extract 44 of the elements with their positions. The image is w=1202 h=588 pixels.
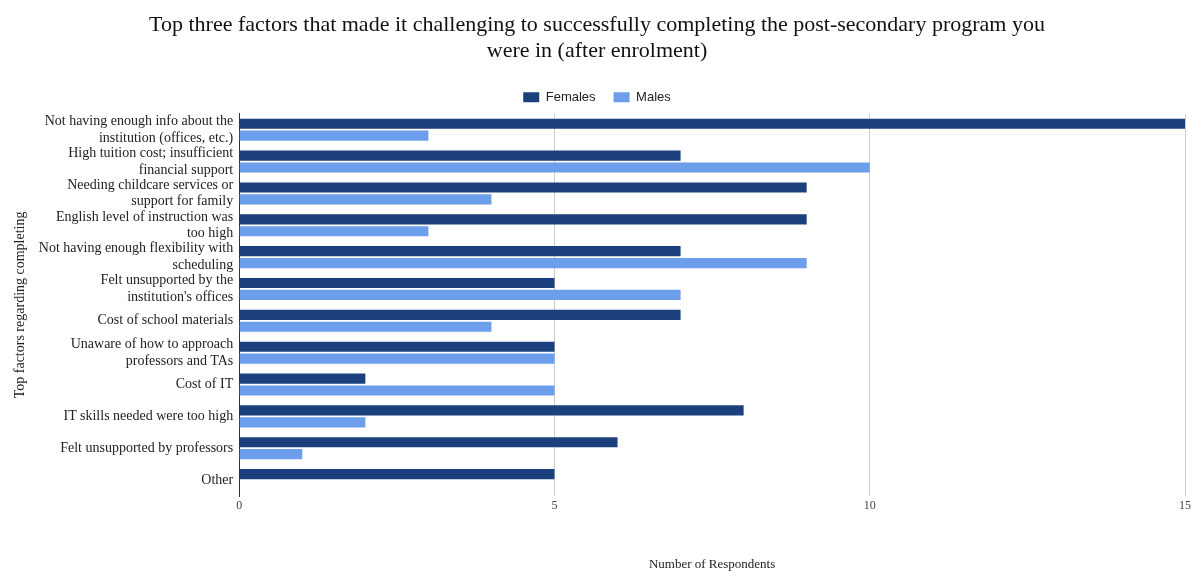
bar <box>239 449 303 460</box>
bar <box>239 194 492 205</box>
x-tick-label: 15 <box>1179 498 1191 513</box>
bar <box>239 341 555 352</box>
y-tick-label: IT skills needed were too high <box>63 408 234 424</box>
bar <box>239 469 555 480</box>
y-tick-label: High tuition cost; insufficient financial support <box>68 144 234 177</box>
bar <box>239 417 366 428</box>
y-tick-label: Cost of school materials <box>97 312 234 328</box>
bar <box>239 214 807 225</box>
bar <box>239 182 807 193</box>
bar <box>239 150 681 161</box>
y-tick-label: Unaware of how to approach professors and TAs <box>70 335 234 368</box>
y-tick-label: Cost of IT <box>175 376 234 392</box>
bar <box>239 226 429 237</box>
bar <box>239 405 744 416</box>
x-tick-label: 5 <box>551 498 558 513</box>
legend-label: Males <box>636 88 672 104</box>
bar <box>239 289 681 301</box>
bar <box>239 437 618 448</box>
y-tick-label: Other <box>201 471 234 487</box>
x-tick-label: 10 <box>863 498 876 513</box>
y-tick-label: Needing childcare services or support for family <box>67 176 234 209</box>
bar <box>239 385 555 396</box>
bar <box>239 309 681 320</box>
y-axis-title: Top factors regarding completing <box>12 211 28 399</box>
bar <box>239 246 681 257</box>
bar <box>239 277 555 289</box>
legend-label: Females <box>545 88 597 104</box>
y-tick-label: English level of instruction was too high <box>55 208 234 241</box>
y-tick-label: Felt unsupported by the institution's offices <box>100 272 234 305</box>
x-tick-label: 0 <box>236 498 243 513</box>
bar <box>239 162 870 173</box>
y-tick-label: Not having enough flexibility with scheduling <box>38 240 234 273</box>
y-tick-label: Felt unsupported by professors <box>60 439 234 455</box>
bar <box>239 258 807 269</box>
bar <box>239 321 492 332</box>
y-tick-label: Not having enough info about the institution (offices, etc.) <box>44 113 234 146</box>
bar <box>239 130 429 141</box>
x-axis-title: Number of Respondents <box>648 555 776 571</box>
bar <box>239 353 555 364</box>
bar <box>239 373 366 384</box>
bar <box>239 118 1185 129</box>
chart-title: Top three factors that made it challenging to successfully completing the post-secondary program you were in (after enrolment) <box>149 10 1045 63</box>
